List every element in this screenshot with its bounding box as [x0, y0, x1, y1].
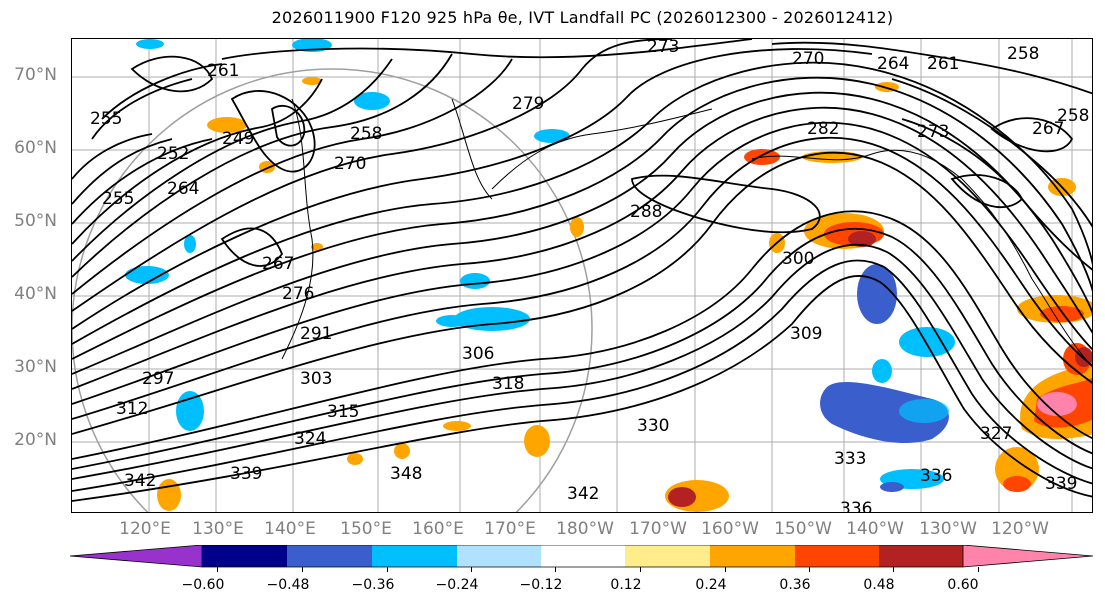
contour-label: 258	[1007, 44, 1039, 64]
contour-label: 300	[782, 249, 814, 269]
contour-label: 318	[492, 374, 524, 394]
contour-label: 309	[790, 324, 822, 344]
lon-label: 150°E	[340, 519, 392, 539]
colorbar-tick: −0.60	[181, 577, 225, 593]
colorbar-bin	[457, 545, 541, 567]
lon-label: 130°E	[192, 519, 244, 539]
contour-label: 336	[920, 466, 952, 486]
contour-label: 252	[157, 144, 189, 164]
map-canvas: 273 270 264 261 258 261 255 252 249 279 …	[72, 39, 1092, 513]
contour-label: 270	[334, 154, 366, 174]
colorbar-bin	[372, 545, 457, 567]
lon-label: 160°W	[701, 519, 759, 539]
contour-label: 249	[222, 129, 254, 149]
colorbar-bin	[202, 545, 287, 567]
lat-label-70: 70°N	[14, 65, 57, 85]
lon-label: 170°W	[629, 519, 687, 539]
contour-labels: 273 270 264 261 258 261 255 252 249 279 …	[90, 39, 1089, 513]
lat-label-30: 30°N	[14, 357, 57, 377]
contour-label: 333	[834, 449, 866, 469]
contour-label: 306	[462, 344, 494, 364]
contour-label: 261	[207, 61, 239, 81]
colorbar-tick: −0.36	[351, 577, 395, 593]
contour-label: 327	[980, 424, 1012, 444]
colorbar-tick: 0.12	[610, 577, 642, 593]
contour-label: 303	[300, 369, 332, 389]
contour-label: 339	[230, 464, 262, 484]
lon-label: 140°E	[264, 519, 316, 539]
contour-label: 261	[927, 54, 959, 74]
colorbar-bin	[879, 545, 963, 567]
range-circle	[72, 68, 593, 512]
contour-label: 330	[637, 416, 669, 436]
colorbar-bin	[541, 545, 625, 567]
colorbar	[70, 545, 1094, 568]
contour-label: 348	[390, 464, 422, 484]
contour-label: 342	[567, 484, 599, 504]
colorbar-bin	[625, 545, 710, 567]
contour-label: 258	[350, 124, 382, 144]
contour-label: 291	[300, 324, 332, 344]
contour-label: 255	[90, 109, 122, 129]
contour-label: 297	[142, 369, 174, 389]
lat-label-50: 50°N	[14, 211, 57, 231]
contour-label: 312	[116, 399, 148, 419]
colorbar-tick: 0.24	[695, 577, 727, 593]
lon-label: 130°W	[919, 519, 977, 539]
map-title: 2026011900 F120 925 hPa θe, IVT Landfall…	[271, 8, 894, 27]
contour-label: 267	[262, 254, 294, 274]
contour-label: 267	[1032, 119, 1064, 139]
lon-label: 160°E	[412, 519, 464, 539]
colorbar-tick: −0.24	[435, 577, 479, 593]
contour-label: 258	[1057, 106, 1089, 126]
colorbar-bin	[795, 545, 879, 567]
colorbar-tick: 0.48	[863, 577, 895, 593]
contour-label: 273	[647, 39, 679, 57]
lon-label: 170°E	[484, 519, 536, 539]
colorbar-under-arrow	[70, 545, 203, 568]
lat-label-40: 40°N	[14, 284, 57, 304]
contour-label: 339	[1045, 474, 1077, 494]
contour-label: 255	[102, 189, 134, 209]
colorbar-tick: −0.48	[266, 577, 310, 593]
contour-label: 273	[917, 122, 949, 142]
lat-label-20: 20°N	[14, 430, 57, 450]
lon-label: 150°W	[774, 519, 832, 539]
colorbar-bin	[710, 545, 795, 567]
contour-label: 342	[124, 471, 156, 491]
map-panel: 273 270 264 261 258 261 255 252 249 279 …	[71, 38, 1093, 513]
lon-label: 140°W	[846, 519, 904, 539]
lon-label: 120°E	[119, 519, 171, 539]
contour-label: 288	[630, 202, 662, 222]
contour-label: 282	[807, 119, 839, 139]
contour-label: 264	[877, 54, 909, 74]
colorbar-tick: 0.60	[947, 577, 979, 593]
lat-label-60: 60°N	[14, 138, 57, 158]
colorbar-tick: −0.12	[519, 577, 563, 593]
lon-label: 120°W	[991, 519, 1049, 539]
contour-label: 279	[512, 94, 544, 114]
contour-label: 270	[792, 49, 824, 69]
colorbar-bin	[287, 545, 372, 567]
theta-e-contours	[72, 39, 1092, 502]
contour-label: 315	[327, 402, 359, 422]
lon-label: 180°W	[556, 519, 614, 539]
coastlines	[281, 98, 1092, 368]
contour-label: 264	[167, 179, 199, 199]
contour-label: 276	[282, 284, 314, 304]
colorbar-over-arrow	[962, 545, 1094, 568]
contour-label: 336	[840, 499, 872, 513]
contour-label: 324	[294, 429, 326, 449]
colorbar-tick: 0.36	[779, 577, 811, 593]
